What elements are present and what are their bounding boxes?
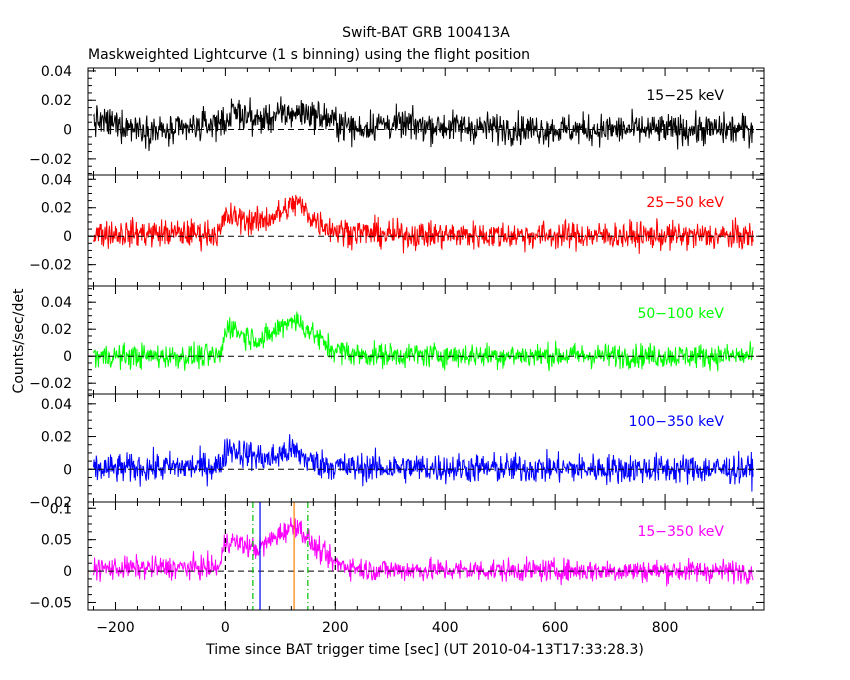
- y-tick-label: 0.04: [41, 295, 72, 311]
- y-tick-label: 0: [63, 349, 72, 365]
- series-line: [93, 311, 754, 372]
- panel-5: −0.05 0 0.05 0.1 15−350 keV −200 0 200 400 600 800: [29, 501, 765, 636]
- y-tick-label: 0: [63, 462, 72, 478]
- x-tick-label: 800: [652, 620, 679, 636]
- series-line: [93, 434, 754, 492]
- y-tick-label: −0.02: [29, 376, 72, 392]
- x-tick-label: 600: [542, 620, 569, 636]
- x-tick-label: 0: [221, 620, 230, 636]
- series-line: [93, 194, 754, 254]
- y-tick-label: 0.1: [50, 501, 72, 517]
- band-label: 15−350 keV: [637, 524, 724, 540]
- chart-title: Swift-BAT GRB 100413A: [342, 25, 510, 41]
- y-tick-label: 0.04: [41, 64, 72, 80]
- x-tick-label: −200: [96, 620, 134, 636]
- y-tick-label: −0.02: [29, 152, 72, 168]
- chart-subtitle: Maskweighted Lightcurve (1 s binning) us…: [88, 47, 530, 63]
- panel-4: −0.02 0 0.02 0.04 100−350 keV: [29, 393, 765, 511]
- y-tick-label: −0.02: [29, 495, 72, 511]
- x-axis-label: Time since BAT trigger time [sec] (UT 20…: [205, 642, 644, 658]
- y-tick-label: −0.02: [29, 258, 72, 274]
- y-tick-label: 0.05: [41, 533, 72, 549]
- y-tick-label: 0.02: [41, 201, 72, 217]
- panel-1: −0.02 0 0.02 0.04 15−25 keV: [29, 64, 765, 176]
- band-label: 15−25 keV: [646, 88, 724, 104]
- y-tick-label: 0.04: [41, 397, 72, 413]
- panel-3: −0.02 0 0.02 0.04 50−100 keV: [29, 285, 765, 395]
- y-tick-label: 0: [63, 564, 72, 580]
- series-line: [93, 517, 754, 587]
- y-axis-label: Counts/sec/det: [11, 288, 27, 393]
- y-tick-label: 0.02: [41, 93, 72, 109]
- y-tick-label: 0.02: [41, 322, 72, 338]
- y-tick-label: 0: [63, 229, 72, 245]
- x-tick-label: 400: [432, 620, 459, 636]
- y-tick-label: 0.02: [41, 430, 72, 446]
- panels-group: −0.02 0 0.02 0.04 15−25 keV −0.02 0 0.02 0.04 25−…: [29, 64, 765, 636]
- y-tick-label: −0.05: [29, 595, 72, 611]
- y-tick-label: 0: [63, 123, 72, 139]
- panel-frame: [87, 501, 765, 611]
- band-label: 100−350 keV: [629, 414, 725, 430]
- y-tick-label: 0.04: [41, 172, 72, 188]
- series-line: [93, 96, 754, 151]
- x-tick-label: 200: [322, 620, 349, 636]
- band-label: 25−50 keV: [646, 195, 724, 211]
- band-label: 50−100 keV: [637, 306, 724, 322]
